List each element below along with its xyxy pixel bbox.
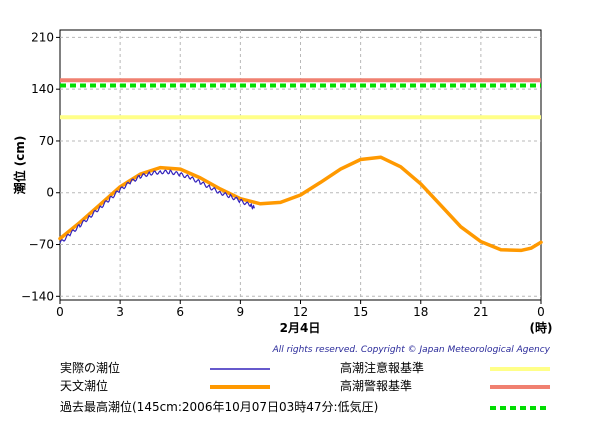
legend-label-caution: 高潮注意報基準 <box>340 360 424 375</box>
y-tick-label: −140 <box>21 289 54 303</box>
y-tick-label: 70 <box>39 134 54 148</box>
legend-label-astronomical: 天文潮位 <box>60 378 108 393</box>
y-tick-label: −70 <box>29 238 54 252</box>
legend: 実際の潮位 天文潮位 過去最高潮位(145cm:2006年10月07日03時47… <box>60 360 550 414</box>
y-tick-labels: 210 140 70 0 −70 −140 <box>21 30 60 303</box>
legend-label-actual: 実際の潮位 <box>60 360 120 375</box>
y-tick-label: 210 <box>31 30 54 44</box>
x-tick-label: 12 <box>293 305 308 319</box>
series-lines <box>58 155 543 253</box>
x-tick-label: 15 <box>353 305 368 319</box>
reference-lines <box>60 78 541 120</box>
y-tick-label: 0 <box>46 186 54 200</box>
x-tick-label: 21 <box>473 305 488 319</box>
legend-label-warning: 高潮警報基準 <box>340 378 412 393</box>
y-axis-title: 潮位 (cm) <box>12 136 27 195</box>
x-tick-label: 18 <box>413 305 428 319</box>
x-tick-label: 9 <box>237 305 245 319</box>
y-tick-label: 140 <box>31 82 54 96</box>
copyright-text: All rights reserved. Copyright © Japan M… <box>272 345 551 355</box>
x-tick-label: 0 <box>56 305 64 319</box>
grid-lines <box>60 30 541 300</box>
x-tick-label: 6 <box>176 305 184 319</box>
series-line-actual <box>59 169 255 244</box>
x-axis-unit: (時) <box>530 320 553 335</box>
x-tick-label: 0 <box>537 305 545 319</box>
x-tick-label: 3 <box>116 305 124 319</box>
series-line-astronomical <box>58 155 543 253</box>
legend-label-record: 過去最高潮位(145cm:2006年10月07日03時47分:低気圧) <box>60 399 378 414</box>
x-tick-labels: 0 3 6 9 12 15 18 21 0 <box>56 300 545 319</box>
x-axis-title: 2月4日 <box>280 321 321 335</box>
